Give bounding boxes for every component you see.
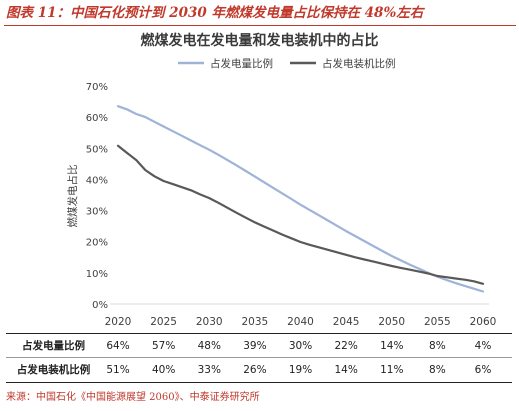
- x-tick-label: 2030: [196, 316, 223, 328]
- table-cell-generation: 39%: [243, 340, 267, 352]
- table-cell-generation: 57%: [151, 340, 176, 352]
- table-cell-capacity: 33%: [197, 364, 221, 376]
- table-cell-capacity: 14%: [334, 364, 358, 376]
- series-lines: [116, 105, 485, 293]
- x-tick-label: 2045: [333, 316, 360, 328]
- x-tick-label: 2050: [378, 316, 405, 328]
- table-mid-rule: [6, 357, 512, 358]
- x-tick-labels: 2020 2025 2030 2035 2040 2045 2050 2055 2060: [105, 316, 497, 328]
- table-cell-generation: 8%: [429, 340, 446, 352]
- source-note: 来源：中国石化《中国能源展望 2060》、中泰证券研究所: [6, 392, 260, 403]
- chart-legend: 占发电量比例 占发电装机比例: [178, 57, 396, 70]
- y-axis-label: 燃煤发电占比: [66, 165, 79, 228]
- table-cell-generation: 14%: [380, 340, 404, 352]
- table-cell-capacity: 6%: [474, 364, 492, 376]
- series-line-capacity: [116, 144, 485, 285]
- figure-title: 图表 11：中国石化预计到 2030 年燃煤发电量占比保持在 48%左右: [6, 5, 424, 21]
- x-tick-label: 2035: [242, 316, 269, 328]
- y-tick-labels: 0% 10% 20% 30% 40% 50% 60% 70%: [86, 82, 108, 311]
- table-cell-capacity: 26%: [243, 364, 267, 376]
- table-cell-capacity: 51%: [106, 364, 130, 376]
- table-cell-capacity: 8%: [429, 364, 446, 376]
- table-cell-capacity: 19%: [288, 364, 313, 376]
- table-cell-capacity: 11%: [380, 364, 404, 376]
- table-row-generation: 占发电量比例 64% 57% 48% 39% 30% 22% 14% 8% 4%: [6, 335, 510, 357]
- table-cell-generation: 64%: [106, 340, 130, 352]
- x-tick-label: 2040: [287, 316, 314, 328]
- y-tick-label: 60%: [86, 113, 108, 124]
- legend-label: 占发电量比例: [210, 57, 273, 70]
- x-tick-label: 2060: [470, 316, 497, 328]
- series-line-generation: [116, 105, 485, 293]
- table-bottom-rule: [6, 382, 512, 383]
- table-cell-generation: 22%: [334, 340, 358, 352]
- table-top-rule: [6, 333, 512, 334]
- x-tick-label: 2055: [424, 316, 451, 328]
- y-tick-label: 40%: [86, 175, 108, 186]
- y-tick-label: 70%: [86, 82, 108, 93]
- y-tick-label: 10%: [86, 269, 108, 280]
- table-cell-generation: 4%: [474, 340, 492, 352]
- table-cell-generation: 30%: [288, 340, 313, 352]
- table-cell-capacity: 40%: [151, 364, 176, 376]
- legend-label: 占发电装机比例: [322, 57, 396, 70]
- row-label-generation: 占发电量比例: [22, 340, 85, 352]
- y-tick-label: 20%: [86, 238, 108, 249]
- table-cell-generation: 48%: [197, 340, 221, 352]
- y-tick-label: 50%: [86, 144, 108, 155]
- x-tick-label: 2025: [150, 316, 177, 328]
- title-rule: [4, 25, 516, 26]
- y-tick-label: 30%: [86, 207, 108, 218]
- row-label-capacity: 占发电装机比例: [16, 364, 91, 376]
- y-tick-label: 0%: [92, 300, 108, 311]
- x-tick-label: 2020: [105, 316, 132, 328]
- chart-title: 燃煤发电在发电量和发电装机中的占比: [140, 33, 379, 49]
- table-row-capacity: 占发电装机比例 51% 40% 33% 26% 19% 14% 11% 8% 6%: [6, 359, 510, 381]
